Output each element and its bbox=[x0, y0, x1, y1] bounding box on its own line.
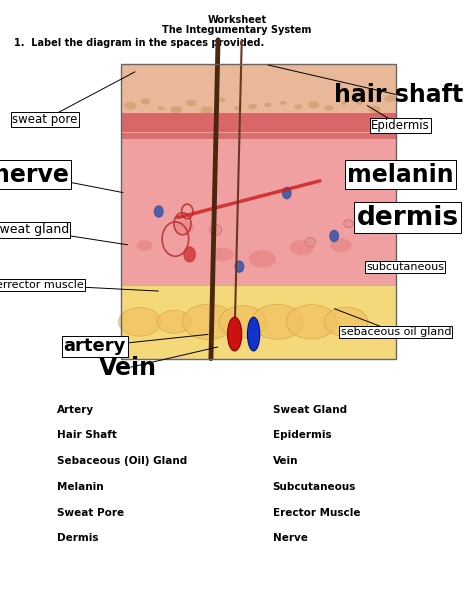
Text: melanin: melanin bbox=[347, 162, 454, 187]
Text: Dermis: Dermis bbox=[57, 533, 99, 543]
Ellipse shape bbox=[186, 100, 197, 106]
Circle shape bbox=[330, 230, 338, 242]
Ellipse shape bbox=[141, 98, 151, 104]
Ellipse shape bbox=[344, 220, 353, 228]
Bar bbox=[121, 113, 396, 285]
Ellipse shape bbox=[170, 106, 182, 113]
Text: sweat gland: sweat gland bbox=[0, 223, 69, 237]
Ellipse shape bbox=[124, 102, 137, 110]
Circle shape bbox=[235, 261, 244, 272]
Ellipse shape bbox=[384, 95, 396, 102]
Text: Sweat Pore: Sweat Pore bbox=[57, 508, 124, 517]
Text: Vein: Vein bbox=[99, 356, 157, 380]
Ellipse shape bbox=[210, 224, 222, 235]
Text: errector muscle: errector muscle bbox=[0, 280, 84, 290]
Text: Sweat Gland: Sweat Gland bbox=[273, 405, 346, 414]
Ellipse shape bbox=[294, 104, 302, 109]
Circle shape bbox=[283, 188, 291, 199]
Text: sweat pore: sweat pore bbox=[12, 113, 78, 126]
Ellipse shape bbox=[173, 220, 194, 234]
Text: artery: artery bbox=[64, 337, 126, 356]
Ellipse shape bbox=[137, 240, 152, 251]
Ellipse shape bbox=[219, 306, 267, 338]
Bar bbox=[121, 113, 396, 132]
Text: dermis: dermis bbox=[356, 205, 459, 230]
Ellipse shape bbox=[305, 237, 316, 246]
Ellipse shape bbox=[341, 101, 347, 105]
Circle shape bbox=[155, 206, 163, 217]
Ellipse shape bbox=[308, 101, 319, 108]
Bar bbox=[121, 64, 396, 359]
Ellipse shape bbox=[201, 106, 213, 114]
Text: nerve: nerve bbox=[0, 162, 69, 187]
Bar bbox=[121, 64, 396, 113]
Text: Subcutaneous: Subcutaneous bbox=[273, 482, 356, 492]
Text: Artery: Artery bbox=[57, 405, 94, 414]
Ellipse shape bbox=[249, 250, 276, 268]
Ellipse shape bbox=[157, 107, 164, 110]
Text: Hair Shaft: Hair Shaft bbox=[57, 430, 117, 440]
Ellipse shape bbox=[157, 310, 191, 333]
Ellipse shape bbox=[228, 318, 242, 351]
Ellipse shape bbox=[290, 240, 313, 256]
Text: Erector Muscle: Erector Muscle bbox=[273, 508, 360, 517]
Ellipse shape bbox=[324, 105, 334, 111]
Text: Epidermis: Epidermis bbox=[371, 119, 430, 132]
Ellipse shape bbox=[219, 98, 226, 102]
Ellipse shape bbox=[248, 104, 257, 110]
Circle shape bbox=[354, 175, 362, 186]
Ellipse shape bbox=[251, 305, 303, 339]
Text: hair shaft: hair shaft bbox=[334, 83, 463, 107]
Text: sebaceous oil gland: sebaceous oil gland bbox=[340, 327, 451, 337]
Text: Melanin: Melanin bbox=[57, 482, 103, 492]
Text: Worksheet: Worksheet bbox=[208, 15, 266, 25]
Text: 1.  Label the diagram in the spaces provided.: 1. Label the diagram in the spaces provi… bbox=[14, 38, 264, 48]
Ellipse shape bbox=[182, 304, 235, 340]
Ellipse shape bbox=[247, 318, 260, 351]
Text: subcutaneous: subcutaneous bbox=[366, 262, 444, 272]
Text: Vein: Vein bbox=[273, 456, 298, 466]
Text: Nerve: Nerve bbox=[273, 533, 308, 543]
Text: Epidermis: Epidermis bbox=[273, 430, 331, 440]
Ellipse shape bbox=[324, 307, 368, 337]
Text: Sebaceous (Oil) Gland: Sebaceous (Oil) Gland bbox=[57, 456, 187, 466]
Ellipse shape bbox=[356, 101, 363, 105]
Ellipse shape bbox=[264, 103, 272, 107]
Ellipse shape bbox=[234, 106, 241, 110]
Ellipse shape bbox=[330, 238, 352, 252]
Ellipse shape bbox=[368, 106, 381, 113]
Ellipse shape bbox=[280, 101, 286, 105]
Bar bbox=[121, 285, 396, 359]
Ellipse shape bbox=[286, 305, 337, 339]
Ellipse shape bbox=[212, 248, 234, 261]
Text: The Integumentary System: The Integumentary System bbox=[162, 25, 312, 34]
Ellipse shape bbox=[118, 308, 161, 336]
Circle shape bbox=[184, 247, 195, 262]
Bar bbox=[121, 133, 396, 139]
